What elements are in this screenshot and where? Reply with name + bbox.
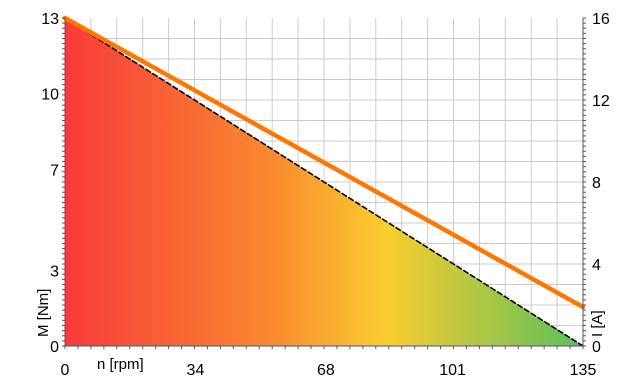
x-tick-label: 0 bbox=[61, 362, 70, 379]
x-tick-label: 135 bbox=[570, 362, 597, 379]
y-right-tick-label: 8 bbox=[592, 175, 601, 192]
series-group bbox=[62, 15, 586, 347]
y-right-tick-label: 4 bbox=[592, 257, 601, 274]
x-tick-label: 101 bbox=[439, 362, 466, 379]
axes bbox=[62, 17, 586, 349]
tick-labels: 0 34 68 101 135 0 3 7 10 13 0 4 8 12 16 bbox=[41, 11, 610, 379]
y-right-tick-label: 12 bbox=[592, 93, 610, 110]
x-tick-label: 34 bbox=[187, 362, 205, 379]
y-left-tick-label: 13 bbox=[41, 11, 59, 28]
y-left-axis-label: M [Nm] bbox=[35, 289, 52, 337]
x-tick-label: 68 bbox=[317, 362, 335, 379]
y-left-tick-label: 0 bbox=[50, 339, 59, 356]
y-right-axis-label: I [A] bbox=[589, 310, 606, 337]
y-left-tick-label: 10 bbox=[41, 87, 59, 104]
y-left-tick-label: 3 bbox=[50, 263, 59, 280]
current-line bbox=[62, 15, 586, 310]
torque-line bbox=[64, 17, 584, 347]
y-left-tick-label: 7 bbox=[50, 162, 59, 179]
y-right-tick-label: 16 bbox=[592, 11, 610, 28]
y-right-tick-label: 0 bbox=[592, 339, 601, 356]
x-axis-label: n [rpm] bbox=[97, 356, 144, 373]
